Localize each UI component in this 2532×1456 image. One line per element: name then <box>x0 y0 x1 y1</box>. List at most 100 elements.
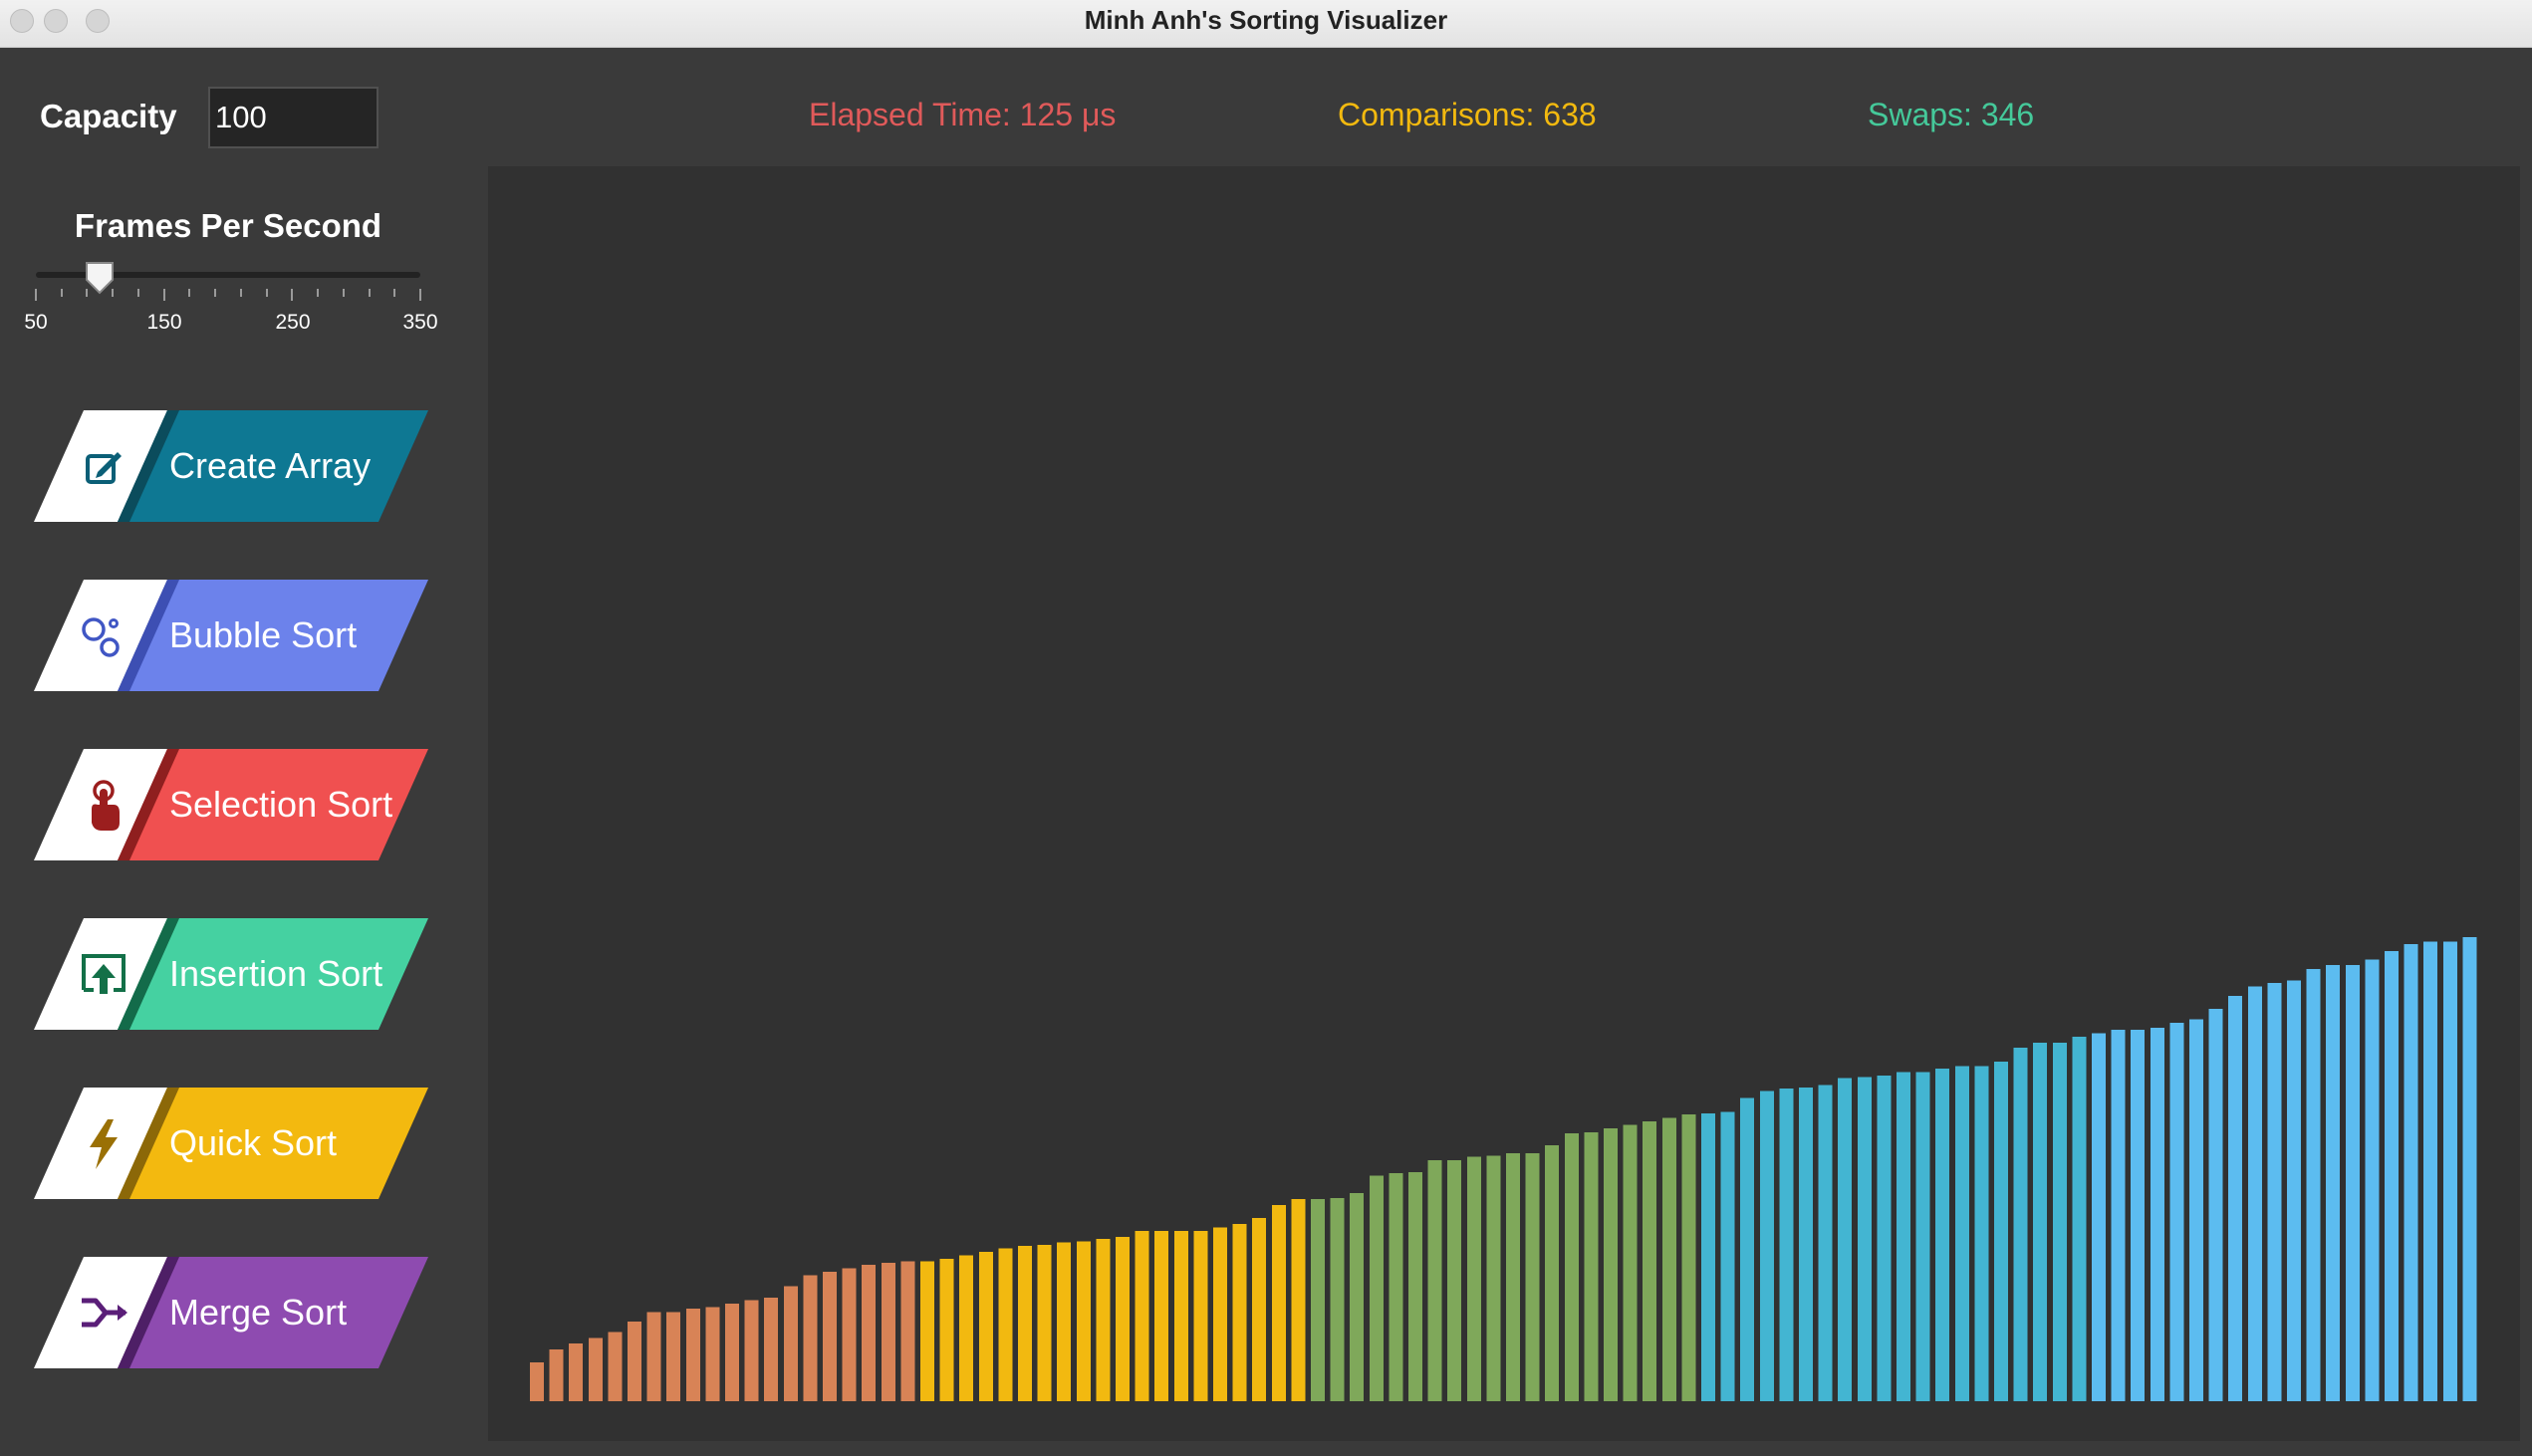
array-bar <box>1096 1239 1111 1401</box>
array-bar <box>685 1308 700 1401</box>
array-bar <box>1135 1230 1149 1401</box>
array-bar <box>2365 959 2380 1401</box>
array-bar <box>1330 1197 1345 1401</box>
create-array-label: Create Array <box>169 445 372 486</box>
array-bar <box>588 1337 603 1401</box>
bar-chart <box>530 936 2477 1401</box>
bubble-sort-label: Bubble Sort <box>169 614 358 655</box>
array-bar <box>549 1349 564 1401</box>
window-zoom-button[interactable] <box>86 9 110 33</box>
array-bar <box>1408 1171 1422 1401</box>
array-bar <box>2150 1027 2164 1401</box>
array-bar <box>1623 1124 1638 1401</box>
bubbles-icon <box>82 617 120 657</box>
selection-sort-label: Selection Sort <box>169 784 393 825</box>
array-bar <box>900 1261 915 1401</box>
fps-slider-tick <box>317 289 320 297</box>
array-bar <box>1291 1199 1306 1401</box>
button-shape <box>34 918 428 1030</box>
fps-slider-tick <box>265 289 268 297</box>
array-bar <box>2385 951 2399 1401</box>
array-bar <box>646 1312 661 1401</box>
array-bar <box>2169 1023 2184 1401</box>
insertion-sort-button[interactable]: Insertion Sort <box>34 918 428 1030</box>
array-bar <box>1935 1069 1950 1401</box>
fps-slider-tick <box>291 289 294 301</box>
array-bar <box>1447 1160 1462 1401</box>
fps-slider-tick <box>112 289 115 297</box>
merge-icon <box>82 1298 127 1328</box>
fps-tick-label: 250 <box>275 311 311 334</box>
array-bar <box>705 1307 720 1401</box>
array-bar <box>1720 1111 1735 1401</box>
array-bar <box>2092 1033 2106 1401</box>
array-bar <box>2326 965 2341 1401</box>
array-bar <box>2208 1008 2223 1401</box>
window-titlebar: Minh Anh's Sorting Visualizer <box>0 0 2532 48</box>
array-bar <box>2189 1019 2203 1401</box>
array-bar <box>1701 1112 1715 1401</box>
window-minimize-button[interactable] <box>44 9 68 33</box>
fps-label: Frames Per Second <box>74 207 382 244</box>
swaps-stat: Swaps: 346 <box>1868 97 2035 132</box>
elapsed-time-stat: Elapsed Time: 125 μs <box>809 97 1117 132</box>
array-bar <box>1154 1230 1169 1401</box>
comparisons-stat: Comparisons: 638 <box>1338 97 1597 132</box>
fps-slider-tick <box>368 289 371 297</box>
quick-sort-label: Quick Sort <box>169 1122 338 1163</box>
array-bar <box>2013 1047 2028 1401</box>
fps-slider-tick <box>162 289 165 301</box>
array-bar <box>744 1300 759 1401</box>
insert-icon <box>82 954 126 994</box>
array-bar <box>2306 968 2321 1401</box>
quick-sort-button[interactable]: Quick Sort <box>34 1088 428 1199</box>
array-bar <box>1818 1085 1833 1401</box>
array-bar <box>2052 1043 2067 1401</box>
array-bar <box>1057 1242 1072 1401</box>
fps-slider-tick <box>136 289 139 297</box>
pointer-icon <box>92 780 120 831</box>
visualizer-canvas <box>488 166 2520 1441</box>
array-bar <box>998 1248 1013 1401</box>
window-close-button[interactable] <box>10 9 34 33</box>
array-bar <box>1369 1175 1384 1401</box>
button-shape <box>34 410 428 522</box>
array-bar <box>1018 1246 1032 1401</box>
array-bar <box>1954 1066 1969 1401</box>
edit-icon <box>86 452 122 484</box>
array-bar <box>1643 1121 1657 1401</box>
bubble-sort-button[interactable]: Bubble Sort <box>34 580 428 691</box>
merge-sort-button[interactable]: Merge Sort <box>34 1257 428 1368</box>
array-bar <box>920 1261 934 1401</box>
fps-slider-knob[interactable] <box>84 261 116 295</box>
array-bar <box>1974 1066 1989 1401</box>
array-bar <box>2228 995 2243 1401</box>
fps-slider-tick <box>86 289 89 297</box>
fps-tick-label: 150 <box>146 311 182 334</box>
fps-slider-tick <box>419 289 421 301</box>
array-bar <box>2423 941 2438 1401</box>
array-bar <box>823 1272 837 1401</box>
array-bar <box>2072 1037 2087 1401</box>
array-bar <box>2462 936 2477 1401</box>
array-bar <box>1350 1193 1365 1401</box>
selection-sort-button[interactable]: Selection Sort <box>34 749 428 860</box>
array-bar <box>2267 982 2282 1401</box>
capacity-input[interactable] <box>208 87 379 148</box>
array-bar <box>2033 1043 2048 1401</box>
array-bar <box>1779 1089 1794 1401</box>
array-bar <box>1877 1076 1892 1401</box>
array-bar <box>783 1286 798 1401</box>
array-bar <box>2442 941 2457 1401</box>
create-array-button[interactable]: Create Array <box>34 410 428 522</box>
array-bar <box>1252 1217 1267 1401</box>
array-bar <box>1116 1236 1130 1401</box>
fps-slider-track[interactable] <box>36 272 420 278</box>
array-bar <box>803 1275 818 1401</box>
array-bar <box>1389 1173 1403 1401</box>
array-bar <box>725 1304 739 1401</box>
array-bar <box>1173 1230 1188 1401</box>
array-bar <box>1897 1072 1910 1401</box>
array-bar <box>1740 1097 1755 1401</box>
array-bar <box>1799 1087 1813 1401</box>
